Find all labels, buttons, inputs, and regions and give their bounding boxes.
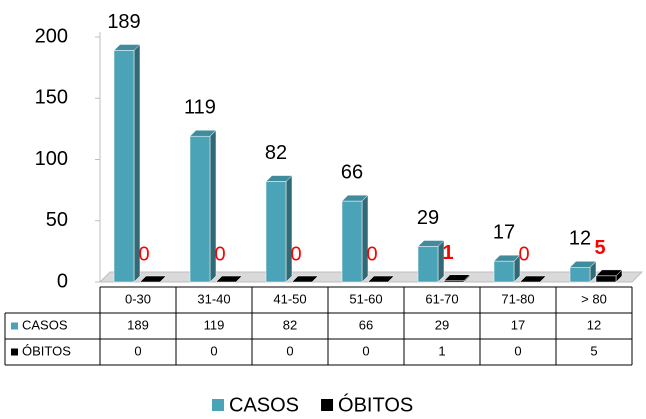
data-label: 66 xyxy=(341,161,363,183)
bar-top xyxy=(139,275,167,283)
data-label: 12 xyxy=(569,228,591,250)
bar-top xyxy=(291,275,319,283)
bar xyxy=(367,275,395,283)
legend-label: CASOS xyxy=(229,394,299,416)
x-tick-label: 71-80 xyxy=(501,291,534,306)
bar xyxy=(443,274,471,283)
data-label: 1 xyxy=(442,242,453,264)
bar-front xyxy=(443,280,465,283)
table-cell: 82 xyxy=(283,317,297,332)
data-label: 82 xyxy=(265,142,287,164)
table-cell: 1 xyxy=(438,343,445,358)
table-cell: 5 xyxy=(590,343,597,358)
table-cell: 12 xyxy=(587,317,601,332)
data-label: 189 xyxy=(107,11,140,33)
legend-key xyxy=(212,399,224,411)
legend-label: ÓBITOS xyxy=(338,393,413,416)
bar-front xyxy=(569,267,591,283)
data-label: 29 xyxy=(417,207,439,229)
bar-top xyxy=(519,275,547,283)
bar-side xyxy=(285,174,293,283)
bar-front xyxy=(341,200,363,283)
bar xyxy=(139,275,167,283)
bar xyxy=(493,254,521,283)
bar xyxy=(265,174,293,283)
table-cell: 29 xyxy=(435,317,449,332)
table-cell: 0 xyxy=(134,343,141,358)
x-tick-label: 61-70 xyxy=(425,291,458,306)
table-legend-key xyxy=(11,322,18,330)
bar-front xyxy=(113,50,135,283)
bar-side xyxy=(361,194,369,283)
data-label: 17 xyxy=(493,221,515,243)
data-label: 0 xyxy=(290,243,301,265)
y-tick-label: 150 xyxy=(35,87,68,109)
y-tick-label: 0 xyxy=(57,270,68,292)
x-tick-label: 41-50 xyxy=(273,291,306,306)
bar-top xyxy=(215,275,243,283)
data-label: 0 xyxy=(214,243,225,265)
bar-front xyxy=(265,181,287,283)
bar xyxy=(519,275,547,283)
bar-front xyxy=(595,275,617,283)
table-cell: 189 xyxy=(127,317,149,332)
bar-top xyxy=(367,275,395,283)
table-legend-key xyxy=(11,348,18,356)
table-row-header: CASOS xyxy=(22,317,68,332)
bar xyxy=(569,260,597,283)
y-tick-label: 200 xyxy=(35,25,68,47)
bar xyxy=(215,275,243,283)
x-tick-label: > 80 xyxy=(581,291,607,306)
table-cell: 0 xyxy=(362,343,369,358)
data-label: 5 xyxy=(594,237,605,259)
bar xyxy=(113,43,141,283)
table-cell: 0 xyxy=(210,343,217,358)
y-tick-label: 100 xyxy=(35,148,68,170)
table-cell: 17 xyxy=(511,317,525,332)
y-tick-label: 50 xyxy=(46,209,68,231)
data-label: 0 xyxy=(138,243,149,265)
x-tick-label: 51-60 xyxy=(349,291,382,306)
x-tick-label: 0-30 xyxy=(125,291,151,306)
bar-front xyxy=(417,246,439,283)
bar xyxy=(341,194,369,283)
bar-front xyxy=(189,135,211,283)
bar xyxy=(595,269,623,283)
x-tick-label: 31-40 xyxy=(197,291,230,306)
table-cell: 66 xyxy=(359,317,373,332)
table-cell: 0 xyxy=(514,343,521,358)
bar xyxy=(417,239,445,283)
table-cell: 119 xyxy=(204,317,225,332)
table-cell: 0 xyxy=(286,343,293,358)
bar xyxy=(291,275,319,283)
bar-front xyxy=(493,260,515,283)
legend-key xyxy=(321,399,334,411)
data-label: 0 xyxy=(518,243,529,265)
table-row-header: ÓBITOS xyxy=(22,343,71,358)
data-label: 119 xyxy=(184,97,216,119)
data-label: 0 xyxy=(366,243,377,265)
bar xyxy=(189,129,217,283)
